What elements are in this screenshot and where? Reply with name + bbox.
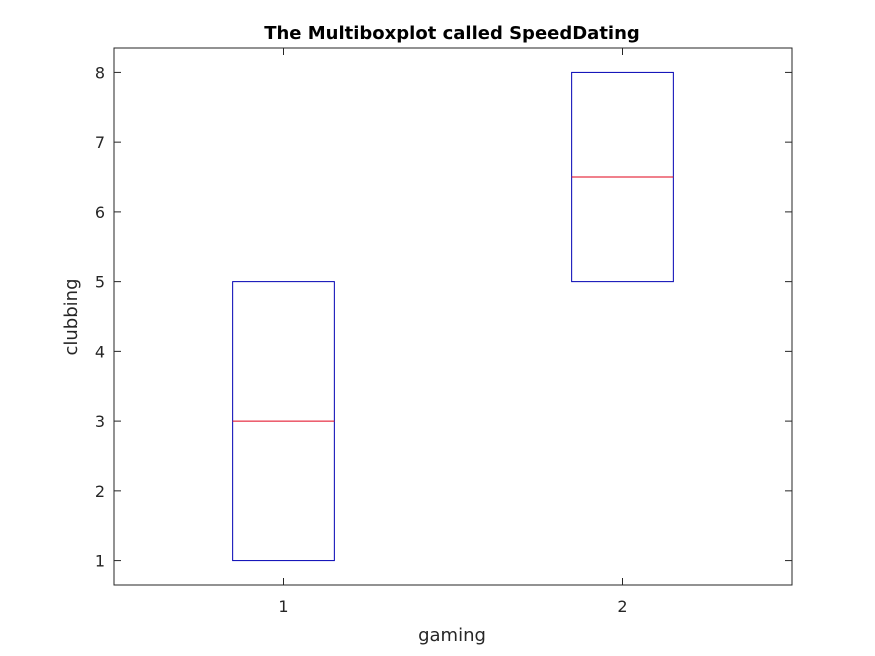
y-tick-label: 7	[95, 133, 105, 152]
plot-area: 1 2 3 4 5 6 7 8 1 2	[95, 47, 793, 616]
x-axis-label: gaming	[418, 625, 486, 646]
axes-frame	[113, 47, 793, 586]
x-tick-label: 2	[617, 597, 627, 616]
y-tick-label: 2	[95, 482, 105, 501]
y-tick-label: 3	[95, 412, 105, 431]
x-tick-label: 1	[278, 597, 288, 616]
y-tick-label: 6	[95, 203, 105, 222]
chart-title: The Multiboxplot called SpeedDating	[264, 23, 640, 44]
y-tick-label: 8	[95, 63, 105, 82]
y-tick-label: 5	[95, 273, 105, 292]
y-tick-label: 4	[95, 342, 105, 361]
y-axis-label: clubbing	[61, 279, 82, 356]
y-tick-label: 1	[95, 552, 105, 571]
